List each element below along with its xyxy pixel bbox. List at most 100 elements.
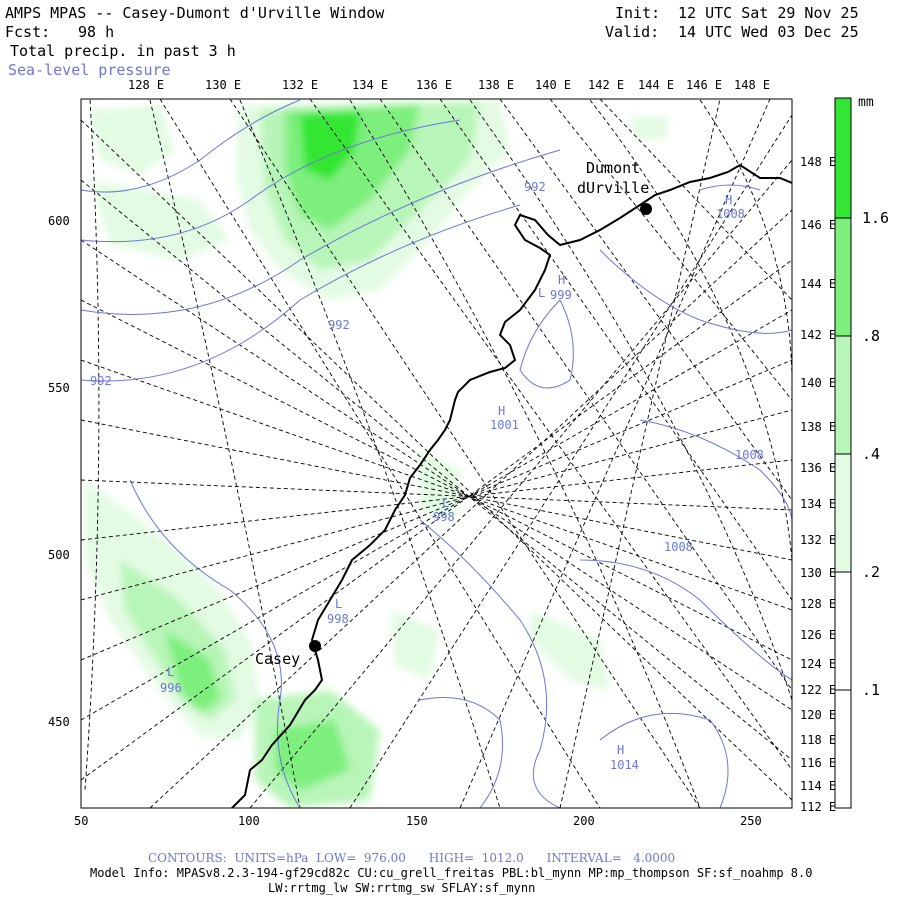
top-lon-label: 136 E: [416, 78, 453, 92]
right-lon-label: 118 E: [800, 733, 837, 747]
dumont-durville-label: Dumont: [586, 159, 641, 177]
right-lon-label: 148 E: [800, 155, 837, 169]
precip-area-mid: [390, 610, 440, 680]
bottom-axis-tick: 150: [406, 814, 428, 828]
low-pressure-mark: L: [335, 597, 343, 611]
top-lon-label: 130 E: [205, 78, 242, 92]
pressure-label: 992: [524, 180, 546, 194]
longitude-lines: [81, 99, 792, 808]
precip-area-north-max: [300, 112, 360, 180]
colorbar-swatch-1: [835, 98, 851, 218]
casey-station-marker: [309, 640, 321, 652]
init-time: 12 UTC Sat 29 Nov 25: [678, 4, 859, 22]
precip-area-left: [90, 180, 230, 260]
pressure-label: 996: [160, 681, 182, 695]
latitude-lines: [84, 99, 792, 808]
precip-area-coast: [420, 450, 460, 520]
map-frame: [80, 98, 793, 809]
colorbar-label: .1: [862, 681, 881, 699]
right-lon-label: 126 E: [800, 628, 837, 642]
right-lon-label: 128 E: [800, 597, 837, 611]
overlay-name: Sea-level pressure: [8, 61, 171, 79]
casey-label: Casey: [255, 650, 301, 668]
field-name: Total precip. in past 3 h: [10, 42, 236, 60]
forecast-hours: 98 h: [78, 23, 115, 41]
right-lon-label: 114 E: [800, 779, 837, 793]
pressure-label: 998: [327, 612, 349, 626]
colorbar-label: .2: [862, 563, 881, 581]
left-axis-tick: 600: [48, 214, 70, 228]
left-axis-tick: 500: [48, 548, 70, 562]
right-lon-label: 144 E: [800, 277, 837, 291]
bottom-axis-tick: 100: [238, 814, 260, 828]
pressure-label: 992: [90, 374, 112, 388]
high-pressure-mark: H: [558, 273, 566, 287]
contour-info: CONTOURS: UNITS=hPa LOW= 976.00 HIGH= 10…: [148, 851, 676, 865]
top-lon-label: 148 E: [734, 78, 771, 92]
right-lon-label: 146 E: [800, 218, 837, 232]
right-lon-label: 140 E: [800, 376, 837, 390]
init-label: Init:: [615, 4, 661, 22]
model-info-physics: LW:rrtmg_lw SW:rrtmg_sw SFLAY:sf_mynn: [268, 881, 536, 895]
dumont-durville-label-2: dUrville: [577, 179, 650, 197]
valid-time: 14 UTC Wed 03 Dec 25: [678, 23, 859, 41]
right-lon-label: 132 E: [800, 533, 837, 547]
pressure-label: 1008: [664, 540, 693, 554]
top-lon-label: 140 E: [535, 78, 572, 92]
precip-area-sw-strong: [165, 630, 220, 712]
top-lon-label: 138 E: [478, 78, 515, 92]
top-lon-label: 144 E: [638, 78, 675, 92]
right-lon-label: 136 E: [800, 461, 837, 475]
right-lon-label: 130 E: [800, 566, 837, 580]
pressure-label: 999: [550, 288, 572, 302]
colorbar-swatch-4: [835, 454, 851, 572]
pressure-label: 1008: [735, 448, 764, 462]
valid-label: Valid:: [605, 23, 660, 41]
right-lon-label: 116 E: [800, 756, 837, 770]
top-lon-label: 146 E: [686, 78, 723, 92]
bottom-axis-tick: 50: [74, 814, 89, 828]
pressure-contours: [81, 99, 792, 808]
colorbar-swatch-2: [835, 218, 851, 336]
colorbar-label: .4: [862, 445, 881, 463]
top-lon-label: 134 E: [352, 78, 389, 92]
map-title: AMPS MPAS -- Casey-Dumont d'Urville Wind…: [5, 4, 385, 22]
right-lon-label: 120 E: [800, 708, 837, 722]
colorbar-label: 1.6: [862, 209, 890, 227]
colorbar: [834, 97, 852, 809]
left-axis-tick: 450: [48, 715, 70, 729]
high-pressure-mark: H: [617, 743, 625, 757]
pressure-label: 998: [433, 510, 455, 524]
low-pressure-mark: L: [167, 665, 175, 679]
high-pressure-mark: H: [725, 193, 733, 207]
pressure-label: 1014: [610, 758, 639, 772]
dumont-durville-station-marker: [640, 203, 652, 215]
right-lon-label: 112 E: [800, 800, 837, 814]
low-pressure-mark: L: [538, 286, 546, 300]
precip-area-northeast: [630, 115, 670, 140]
pressure-label: 1008: [716, 207, 745, 221]
forecast-label: Fcst:: [5, 23, 51, 41]
bottom-axis-tick: 200: [573, 814, 595, 828]
right-lon-label: 138 E: [800, 420, 837, 434]
top-lon-label: 128 E: [128, 78, 165, 92]
precip-area-topleft: [90, 105, 175, 175]
high-pressure-mark: H: [498, 404, 506, 418]
colorbar-unit: mm: [858, 95, 874, 110]
right-lon-label: 124 E: [800, 657, 837, 671]
bottom-axis-tick: 250: [740, 814, 762, 828]
right-lon-label: 134 E: [800, 497, 837, 511]
precip-shading: [85, 100, 670, 808]
low-pressure-mark: L: [442, 496, 450, 510]
precip-area-southeast: [530, 610, 610, 690]
left-axis-tick: 550: [48, 381, 70, 395]
pressure-label: 1001: [490, 418, 519, 432]
colorbar-label: .8: [862, 327, 881, 345]
top-lon-label: 142 E: [588, 78, 625, 92]
pressure-label: 992: [328, 318, 350, 332]
right-lon-label: 142 E: [800, 328, 837, 342]
colorbar-swatch-3: [835, 336, 851, 454]
top-lon-label: 132 E: [282, 78, 319, 92]
right-lon-label: 122 E: [800, 683, 837, 697]
